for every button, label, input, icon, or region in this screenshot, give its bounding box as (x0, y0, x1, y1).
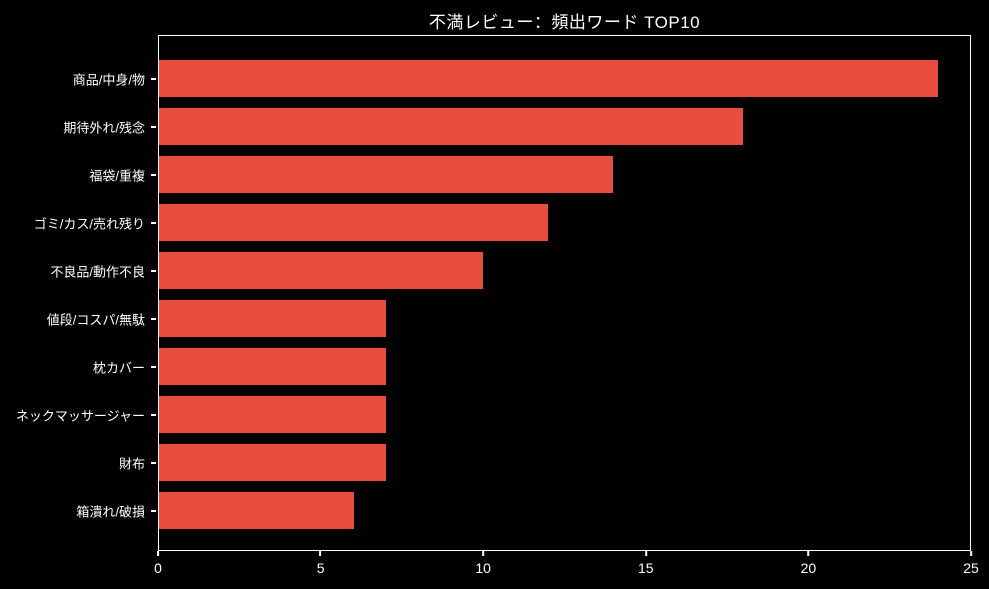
bar (159, 396, 387, 433)
bar-row: ネックマッサージャー (16, 396, 970, 433)
bar (159, 156, 614, 193)
y-axis-label: 財布 (118, 456, 145, 471)
x-axis: 0 5 10 15 20 25 (154, 551, 979, 585)
x-tick: 5 (316, 551, 325, 576)
bar (159, 492, 354, 529)
plot-area: 商品/中身/物 期待外れ/残念 福袋/重複 ゴミ/カス/売れ残り 不良品 (16, 35, 971, 551)
x-tick: 25 (963, 551, 979, 576)
y-axis-label: 期待外れ/残念 (63, 120, 145, 135)
y-tick-mark (151, 173, 156, 176)
bar-row: 不良品/動作不良 (50, 252, 970, 289)
y-tick-mark (151, 269, 156, 272)
x-tick: 15 (638, 551, 654, 576)
bar-row: 商品/中身/物 (73, 60, 970, 97)
y-tick-mark (151, 509, 156, 512)
y-tick-mark (151, 365, 156, 368)
y-axis-label: 枕カバー (92, 360, 145, 375)
bar (159, 348, 387, 385)
x-tick: 10 (475, 551, 491, 576)
x-tick: 0 (154, 551, 162, 576)
x-tick-label: 15 (638, 560, 654, 576)
bar (159, 108, 743, 145)
y-axis-label: 福袋/重複 (89, 168, 145, 183)
x-tick-label: 10 (475, 560, 491, 576)
chart-title: 不満レビュー：頻出ワード TOP10 (428, 13, 701, 32)
x-tick-mark (969, 551, 972, 556)
x-tick-mark (156, 551, 159, 556)
y-tick-mark (151, 461, 156, 464)
x-tick: 20 (800, 551, 817, 576)
bar (159, 204, 549, 241)
x-tick-label: 0 (154, 560, 162, 576)
y-axis-label: 不良品/動作不良 (50, 264, 145, 279)
bar-row: ゴミ/カス/売れ残り (34, 204, 970, 241)
bars-container: 商品/中身/物 期待外れ/残念 福袋/重複 ゴミ/カス/売れ残り 不良品 (16, 36, 970, 529)
bar (159, 252, 484, 289)
bar-row: 期待外れ/残念 (63, 108, 970, 145)
x-tick-mark (482, 551, 485, 556)
bar-row: 値段/コスパ/無駄 (47, 300, 970, 337)
y-tick-mark (151, 413, 156, 416)
y-axis-label: 商品/中身/物 (72, 72, 145, 87)
y-axis-label: ネックマッサージャー (15, 408, 145, 423)
x-tick-label: 20 (800, 560, 817, 576)
x-tick-mark (807, 551, 810, 556)
y-tick-mark (151, 77, 156, 80)
bar-row: 財布 (119, 444, 970, 481)
y-axis-label: ゴミ/カス/売れ残り (33, 216, 145, 231)
x-tick-label: 25 (963, 560, 979, 576)
bar-row: 箱潰れ/破損 (76, 492, 970, 529)
bar (159, 300, 387, 337)
y-tick-mark (151, 221, 156, 224)
bar (159, 60, 938, 97)
x-tick-label: 5 (316, 560, 325, 576)
y-axis-label: 箱潰れ/破損 (76, 504, 145, 519)
bar (159, 444, 387, 481)
x-tick-mark (319, 551, 322, 556)
bar-row: 福袋/重複 (89, 156, 970, 193)
y-tick-mark (151, 125, 156, 128)
y-tick-mark (151, 317, 156, 320)
x-tick-mark (644, 551, 647, 556)
bar-row: 枕カバー (93, 348, 970, 385)
y-axis-label: 値段/コスパ/無駄 (46, 312, 145, 327)
